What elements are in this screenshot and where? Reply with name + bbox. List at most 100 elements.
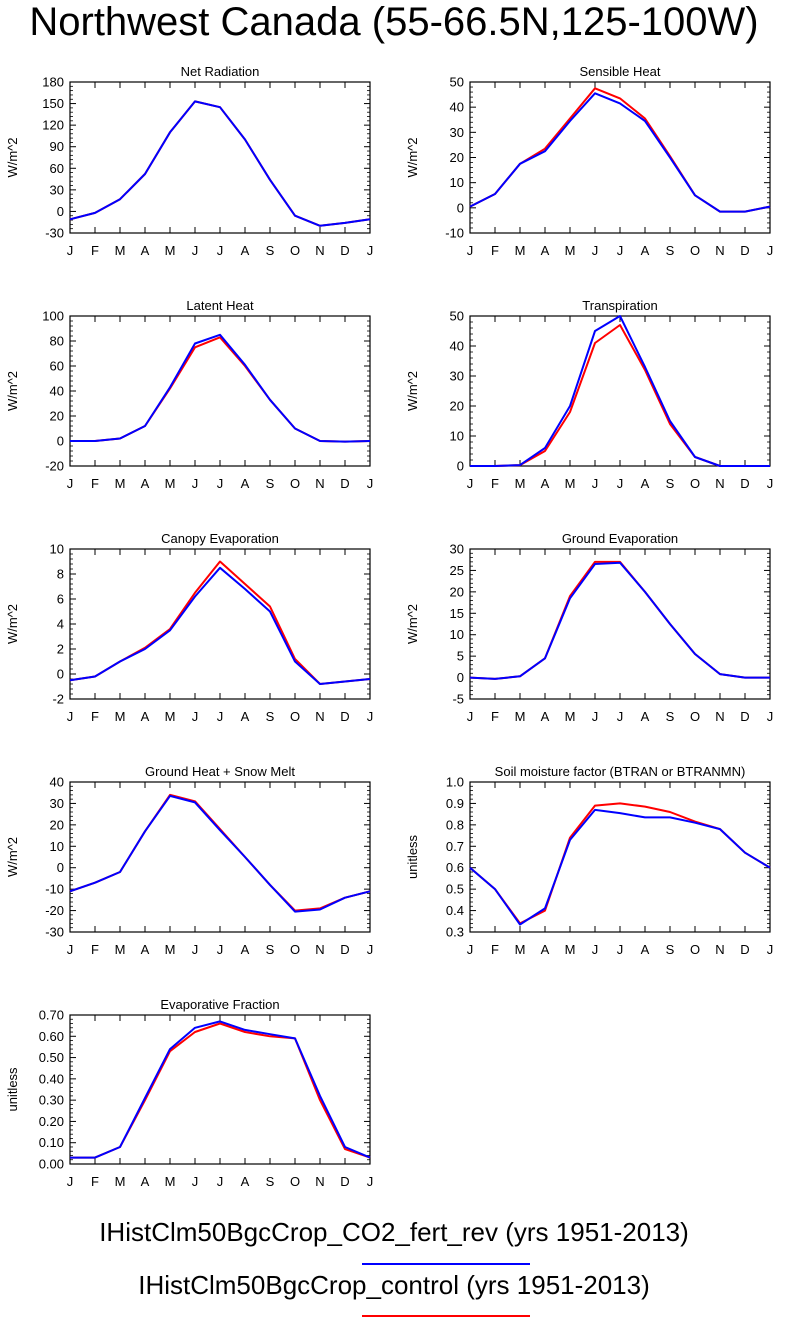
chart-title: Ground Evaporation bbox=[562, 531, 678, 546]
chart-title: Canopy Evaporation bbox=[161, 531, 279, 546]
y-tick-label: 60 bbox=[50, 359, 64, 374]
x-tick-label: J bbox=[367, 243, 374, 258]
series-line-co2-fert-rev bbox=[469, 92, 771, 213]
x-tick-label: S bbox=[666, 243, 675, 258]
y-tick-label: 0.7 bbox=[446, 839, 464, 854]
chart-panel-6: Ground Evaporation W/m^2 -5 0 5 10 15 20 25 30 J F M… bbox=[405, 531, 773, 724]
x-tick-label: S bbox=[266, 942, 275, 957]
x-tick-label: A bbox=[641, 709, 650, 724]
x-tick-label: N bbox=[715, 709, 724, 724]
x-tick-label: S bbox=[266, 709, 275, 724]
x-tick-label: J bbox=[67, 476, 74, 491]
y-tick-label: 0.40 bbox=[39, 1071, 64, 1086]
x-tick-label: J bbox=[217, 709, 224, 724]
y-tick-label: -5 bbox=[452, 692, 464, 707]
x-tick-label: A bbox=[241, 709, 250, 724]
y-tick-label: -10 bbox=[45, 882, 64, 897]
y-tick-label: 0.70 bbox=[39, 1008, 64, 1023]
x-tick-label: A bbox=[541, 709, 550, 724]
x-tick-label: M bbox=[165, 709, 176, 724]
plot-frame bbox=[469, 81, 771, 234]
x-tick-label: F bbox=[91, 1174, 99, 1189]
x-tick-label: S bbox=[666, 709, 675, 724]
y-tick-label: 150 bbox=[42, 96, 64, 111]
x-tick-label: N bbox=[315, 243, 324, 258]
x-tick-label: M bbox=[565, 942, 576, 957]
plot-frame bbox=[69, 81, 371, 234]
y-axis-label: W/m^2 bbox=[5, 604, 20, 644]
y-axis-label: W/m^2 bbox=[5, 837, 20, 877]
y-tick-label: 6 bbox=[57, 592, 64, 607]
y-axis-label: W/m^2 bbox=[405, 604, 420, 644]
x-tick-label: J bbox=[67, 1174, 74, 1189]
x-tick-label: J bbox=[192, 1174, 199, 1189]
x-tick-label: J bbox=[192, 942, 199, 957]
x-tick-label: S bbox=[666, 476, 675, 491]
y-tick-label: 5 bbox=[457, 649, 464, 664]
y-tick-label: 15 bbox=[450, 606, 464, 621]
series-line-control bbox=[469, 802, 771, 925]
x-tick-label: F bbox=[491, 243, 499, 258]
x-tick-label: J bbox=[617, 942, 624, 957]
x-tick-label: A bbox=[241, 476, 250, 491]
x-tick-label: A bbox=[141, 709, 150, 724]
y-tick-label: -2 bbox=[52, 692, 64, 707]
x-tick-label: D bbox=[340, 709, 349, 724]
y-tick-label: 0.9 bbox=[446, 796, 464, 811]
x-tick-label: J bbox=[767, 709, 774, 724]
x-tick-label: J bbox=[217, 243, 224, 258]
x-tick-label: J bbox=[767, 243, 774, 258]
x-tick-label: O bbox=[690, 243, 700, 258]
x-tick-label: O bbox=[290, 709, 300, 724]
y-tick-label: -30 bbox=[45, 925, 64, 940]
series-line-control bbox=[70, 336, 371, 443]
y-tick-label: -20 bbox=[45, 903, 64, 918]
x-tick-label: D bbox=[340, 476, 349, 491]
x-tick-label: J bbox=[367, 942, 374, 957]
x-tick-label: S bbox=[266, 243, 275, 258]
x-tick-label: S bbox=[266, 1174, 275, 1189]
y-tick-label: 0.50 bbox=[39, 1050, 64, 1065]
x-tick-label: A bbox=[141, 243, 150, 258]
series-line-co2-fert-rev bbox=[70, 1020, 371, 1159]
y-tick-label: 0.10 bbox=[39, 1135, 64, 1150]
x-tick-label: M bbox=[115, 709, 126, 724]
x-tick-label: J bbox=[767, 942, 774, 957]
x-tick-label: A bbox=[541, 476, 550, 491]
page-title: Northwest Canada (55-66.5N,125-100W) bbox=[29, 0, 759, 44]
series-line-control bbox=[469, 560, 770, 680]
x-tick-label: S bbox=[666, 942, 675, 957]
x-tick-label: M bbox=[165, 1174, 176, 1189]
x-tick-label: J bbox=[367, 709, 374, 724]
chart-title: Net Radiation bbox=[181, 64, 260, 79]
y-tick-label: 0.8 bbox=[446, 817, 464, 832]
y-axis-label: W/m^2 bbox=[405, 137, 420, 177]
y-tick-label: 90 bbox=[50, 139, 64, 154]
x-tick-label: N bbox=[315, 476, 324, 491]
x-tick-label: D bbox=[340, 1174, 349, 1189]
x-tick-label: J bbox=[217, 476, 224, 491]
series-line-control bbox=[470, 324, 770, 467]
x-tick-label: J bbox=[192, 709, 199, 724]
x-tick-label: J bbox=[467, 709, 474, 724]
y-tick-label: 0 bbox=[57, 434, 64, 449]
series-line-co2-fert-rev bbox=[70, 333, 371, 443]
chart-panel-8: Soil moisture factor (BTRAN or BTRANMN) u… bbox=[405, 764, 773, 957]
y-tick-label: 50 bbox=[450, 75, 464, 90]
x-tick-label: J bbox=[467, 243, 474, 258]
y-tick-label: 0 bbox=[57, 204, 64, 219]
legend-label-2: IHistClm50BgcCrop_control (yrs 1951-2013… bbox=[138, 1270, 650, 1300]
y-tick-label: 0 bbox=[457, 459, 464, 474]
y-tick-label: 60 bbox=[50, 161, 64, 176]
series-line-control bbox=[70, 1022, 371, 1159]
x-tick-label: J bbox=[217, 942, 224, 957]
x-tick-label: M bbox=[115, 476, 126, 491]
y-tick-label: 40 bbox=[450, 339, 464, 354]
x-tick-label: M bbox=[565, 243, 576, 258]
chart-title: Latent Heat bbox=[186, 298, 254, 313]
x-tick-label: J bbox=[217, 1174, 224, 1189]
x-tick-label: J bbox=[592, 476, 599, 491]
y-tick-label: 0.20 bbox=[39, 1114, 64, 1129]
